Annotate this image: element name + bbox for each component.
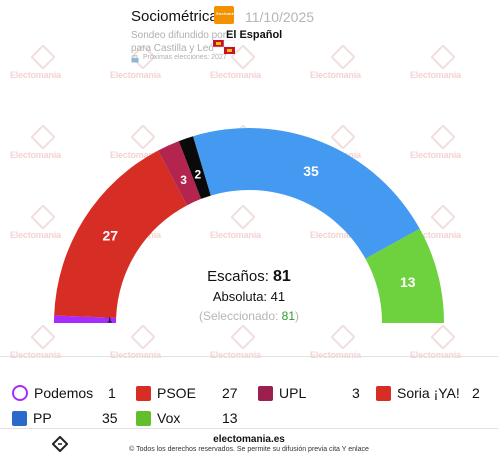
watermark-text: Electomania [210, 230, 261, 240]
legend-party-name: Vox [157, 410, 181, 426]
majority-value: 41 [270, 289, 286, 304]
watermark-text: Electomania [210, 350, 261, 360]
legend-party-name: PSOE [157, 385, 196, 401]
legend-seat-count: 35 [102, 410, 118, 426]
pp-icon [12, 410, 27, 426]
selected-seats: (Seleccionado: 81) [198, 309, 300, 323]
watermark-text: Electomania [110, 350, 161, 360]
seat-segment-vox [365, 228, 444, 323]
watermark-text: Electomania [110, 70, 161, 80]
legend-item: Vox [136, 408, 180, 428]
seat-label: 27 [102, 228, 118, 244]
seat-segment-psoe [54, 150, 188, 318]
upl-icon [258, 385, 273, 401]
seat-segment-pp [193, 128, 420, 259]
seat-label: 3 [180, 173, 187, 187]
legend-item: PSOE [136, 383, 196, 403]
seat-label: 2 [195, 168, 202, 182]
seat-label: 35 [303, 163, 319, 179]
selected-seats-value: 81 [281, 309, 296, 323]
castilla-leon-flag-icon [213, 40, 235, 54]
watermark-text: Electomania [310, 70, 361, 80]
legend-item: PP [12, 408, 52, 428]
poll-date: 11/10/2025 [245, 9, 315, 25]
watermark-text: Electomania [10, 150, 61, 160]
watermark-text: Electomania [410, 150, 461, 160]
seat-label: 13 [400, 274, 416, 290]
seat-segment-podemos [54, 315, 117, 323]
seat-segment-upl [158, 141, 202, 206]
watermark-text: Electomania [410, 70, 461, 80]
total-seats: Escaños: 81 [207, 268, 291, 285]
legend-seat-count: 1 [108, 385, 116, 401]
legend-party-name: Soria ¡YA! [397, 385, 460, 401]
vox-icon [136, 410, 151, 426]
watermark-text: Electomania [10, 350, 61, 360]
site-name: electomania.es [213, 434, 285, 445]
legend-party-name: PP [33, 410, 52, 426]
soria-ya-icon [376, 385, 391, 401]
watermark-text: Electomania [310, 350, 361, 360]
watermark-text: Electomania [110, 150, 161, 160]
legend-item: Podemos [12, 383, 93, 403]
poll-source-text: Sondeo difundido por [131, 30, 227, 41]
pollster-logo-icon: Sociométrica [214, 6, 243, 24]
next-elections-text: Próximas elecciones: 2027 [143, 54, 227, 61]
watermark-text: Electomania [310, 230, 361, 240]
legend-seat-count: 2 [472, 385, 480, 401]
majority-line: Absoluta: 41 [212, 289, 286, 304]
watermark-text: Electomania [410, 350, 461, 360]
watermark-text: Electomania [210, 70, 261, 80]
watermark-text: Electomania [10, 230, 61, 240]
legend-item: Soria ¡YA! [376, 383, 460, 403]
watermark-text: Electomania [410, 230, 461, 240]
podemos-icon [12, 385, 28, 401]
media-name: El Español [226, 29, 283, 41]
copyright-note: © Todos los derechos reservados. Se perm… [129, 446, 369, 453]
poll-region-text: para Castilla y León [131, 43, 220, 54]
seat-segment-soria-ya [178, 136, 211, 199]
legend-item: UPL [258, 383, 306, 403]
seat-label: 1 [107, 314, 112, 324]
legend-seat-count: 13 [222, 410, 238, 426]
ballot-box-icon [131, 55, 139, 63]
watermark-text: Electomania [10, 70, 61, 80]
legend-party-name: UPL [279, 385, 307, 401]
pollster-name: Sociométrica [131, 8, 218, 25]
divider [0, 428, 498, 429]
divider [0, 356, 498, 357]
total-seats-value: 81 [273, 268, 291, 285]
legend-seat-count: 27 [222, 385, 238, 401]
electomania-logo-icon [52, 436, 68, 452]
legend-seat-count: 3 [352, 385, 360, 401]
psoe-icon [136, 385, 151, 401]
legend-party-name: Podemos [34, 385, 94, 401]
